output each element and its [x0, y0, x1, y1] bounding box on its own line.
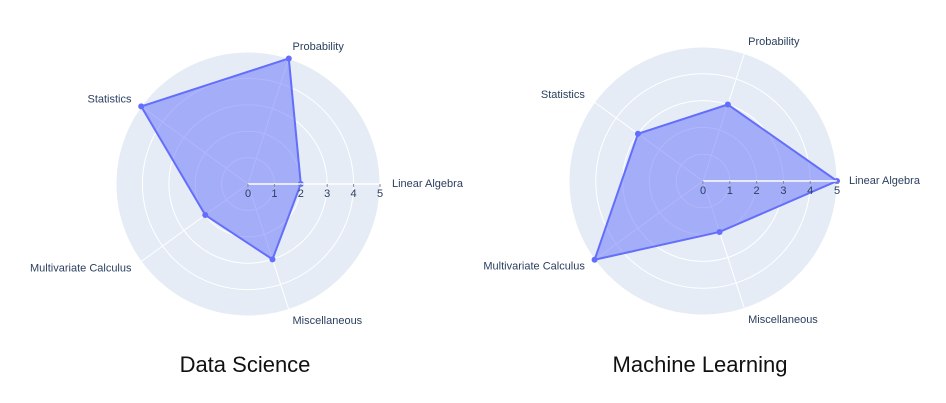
category-label: Statistics	[541, 89, 586, 101]
category-label: Miscellaneous	[748, 314, 818, 326]
radial-tick-label: 5	[834, 185, 840, 197]
radial-tick-label: 0	[700, 185, 706, 197]
radar-point	[724, 101, 731, 108]
category-label: Probability	[292, 41, 344, 53]
radar-area	[593, 103, 840, 262]
category-label: Miscellaneous	[292, 315, 362, 327]
radial-tick-label: 5	[377, 188, 383, 200]
radar-area	[139, 57, 302, 261]
radial-tick-label: 2	[298, 188, 304, 200]
radial-tick-label: 2	[754, 185, 760, 197]
radial-tick-label: 3	[780, 185, 786, 197]
chart-title: Data Science	[180, 352, 311, 377]
category-label: Multivariate Calculus	[483, 261, 585, 273]
radial-tick-label: 1	[727, 185, 733, 197]
radial-tick-label: 3	[324, 188, 330, 200]
radar-point	[285, 55, 292, 62]
radar-point	[716, 228, 723, 235]
category-label: Linear Algebra	[392, 178, 464, 190]
category-label: Multivariate Calculus	[30, 263, 132, 275]
radar-point	[138, 103, 145, 110]
category-label: Linear Algebra	[849, 175, 921, 187]
radar-point	[591, 256, 598, 263]
category-label: Statistics	[87, 93, 132, 105]
radial-tick-label: 4	[351, 188, 357, 200]
radar-point	[269, 256, 276, 263]
radial-tick-label: 1	[271, 188, 277, 200]
radar-point	[202, 212, 209, 219]
radial-tick-label: 0	[245, 188, 251, 200]
category-label: Probability	[748, 36, 800, 48]
chart-title: Machine Learning	[613, 352, 788, 377]
radar-point	[634, 130, 641, 137]
radial-tick-label: 4	[807, 185, 813, 197]
